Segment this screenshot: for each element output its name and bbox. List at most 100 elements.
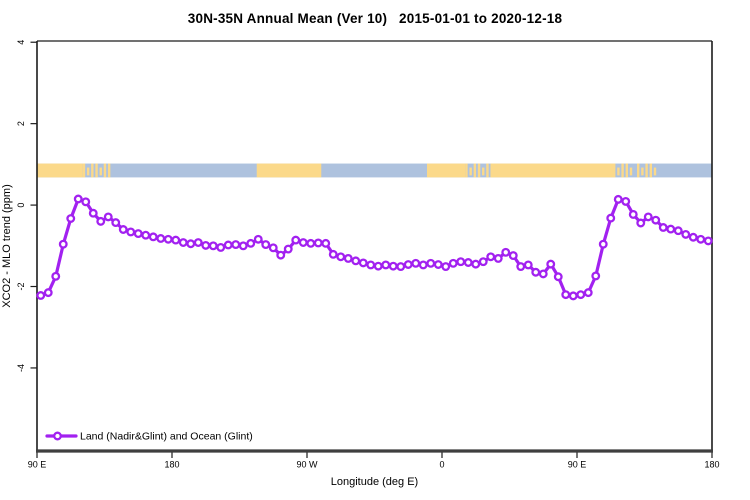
data-point: [396, 262, 406, 272]
data-point: [546, 259, 556, 269]
data-point: [478, 257, 488, 267]
data-point: [418, 260, 428, 270]
data-point: [388, 261, 398, 271]
data-point: [36, 291, 46, 300]
data-point: [88, 208, 98, 218]
data-point: [246, 238, 256, 248]
data-point: [381, 260, 391, 270]
data-point: [696, 234, 706, 244]
data-point: [231, 240, 241, 250]
data-point: [73, 194, 83, 204]
mixed-land-patch: [629, 167, 633, 176]
mixed-land-patch: [625, 163, 628, 178]
data-point: [658, 223, 668, 232]
data-point: [81, 197, 91, 207]
data-point: [43, 288, 53, 298]
data-point: [201, 240, 211, 250]
data-point: [628, 209, 638, 219]
data-point: [66, 214, 76, 223]
data-point: [441, 262, 451, 272]
data-point: [111, 218, 121, 228]
data-point: [471, 259, 481, 269]
data-point: [328, 249, 338, 259]
data-point: [456, 257, 466, 267]
data-point: [186, 239, 196, 249]
data-point: [673, 226, 683, 236]
x-tick-label: 90 E: [568, 460, 587, 470]
x-axis-title: Longitude (deg E): [331, 476, 418, 488]
data-point: [373, 261, 383, 271]
data-point: [261, 240, 271, 250]
data-point: [636, 218, 646, 228]
mixed-land-patch: [486, 163, 489, 178]
mixed-land-patch: [641, 167, 644, 176]
data-point: [133, 229, 143, 239]
data-point: [276, 250, 286, 260]
data-point: [291, 235, 301, 245]
chart-title: 30N-35N Annual Mean (Ver 10) 2015-01-01 …: [187, 11, 563, 26]
mixed-land-patch: [649, 163, 652, 178]
y-tick-label: -2: [16, 283, 26, 291]
mixed-land-patch: [653, 167, 657, 176]
data-point: [561, 290, 571, 300]
data-point: [216, 242, 226, 252]
data-point: [516, 262, 526, 272]
y-tick-label: -4: [16, 364, 26, 372]
y-tick-label: 0: [16, 203, 26, 208]
mixed-land-patch: [86, 167, 90, 176]
y-axis-title: XCO2 - MLO trend (ppm): [1, 184, 13, 307]
data-point: [463, 258, 473, 267]
data-point: [501, 247, 511, 257]
mixed-land-patch: [473, 163, 477, 178]
data-point: [163, 234, 173, 244]
data-point: [223, 240, 233, 250]
data-point: [96, 216, 106, 226]
data-point: [268, 243, 278, 253]
data-point: [403, 260, 413, 269]
data-point: [351, 256, 361, 266]
mixed-land-patch: [99, 167, 102, 176]
data-point: [553, 272, 563, 282]
data-point: [171, 235, 181, 245]
mixed-land-patch: [95, 163, 98, 178]
data-point: [448, 258, 458, 268]
data-point: [568, 291, 578, 301]
data-point: [321, 238, 331, 248]
mixed-land-patch: [613, 163, 616, 178]
land-segment: [256, 163, 322, 178]
legend-marker-icon: [53, 431, 62, 441]
data-point: [538, 269, 548, 279]
land-segment: [427, 163, 466, 178]
mixed-land-patch: [482, 167, 485, 176]
data-point: [306, 238, 316, 248]
mixed-land-patch: [477, 163, 481, 178]
data-point: [336, 252, 346, 262]
data-point: [313, 238, 323, 248]
data-point: [178, 238, 188, 247]
data-point: [531, 267, 541, 277]
x-tick-label: 90 W: [296, 460, 318, 470]
data-point: [193, 238, 203, 247]
data-point: [253, 234, 263, 244]
land-segment: [491, 163, 613, 178]
mixed-land-patch: [82, 163, 86, 178]
mixed-land-patch: [645, 163, 648, 178]
y-tick-label: 4: [16, 40, 26, 45]
data-point: [58, 239, 68, 249]
data-point: [486, 252, 496, 262]
mixed-land-patch: [465, 163, 468, 178]
data-point: [148, 232, 158, 242]
x-tick-label: 180: [164, 460, 179, 470]
data-series-line: [39, 197, 710, 298]
mixed-land-patch: [617, 167, 620, 176]
y-tick-label: 2: [16, 121, 26, 126]
data-point: [523, 260, 533, 270]
data-point: [426, 258, 436, 268]
data-point: [681, 229, 691, 239]
data-point: [688, 232, 698, 242]
data-point: [283, 244, 293, 254]
data-point: [51, 271, 61, 281]
data-point: [433, 260, 443, 269]
